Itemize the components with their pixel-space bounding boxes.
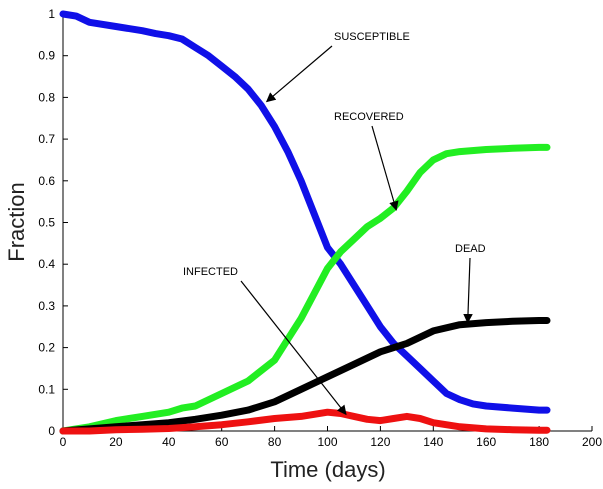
x-tick-label: 120 [370,435,390,449]
x-tick-label: 160 [476,435,496,449]
y-tick-label: 0.5 [38,216,55,230]
x-tick-label: 0 [60,435,67,449]
series-line-susceptible [59,10,551,414]
annotation-label-recovered: RECOVERED [334,111,404,123]
y-axis-title: Fraction [4,182,29,261]
y-tick-label: 0.1 [38,382,55,396]
annotation-label-dead: DEAD [455,243,486,255]
y-tick-label: 0.4 [38,257,55,271]
y-tick-label: 0.8 [38,90,55,104]
annotation-arrow-recovered [371,125,399,211]
x-tick-label: 20 [109,435,123,449]
x-tick-label: 100 [317,435,337,449]
y-tick-label: 0.3 [38,299,55,313]
x-tick-label: 40 [162,435,176,449]
y-tick-label: 0.2 [38,341,55,355]
y-tick-label: 0 [48,424,55,438]
annotation-label-susceptible: SUSCEPTIBLE [334,31,410,43]
plot-frame [62,14,592,432]
annotation-arrow-susceptible [265,45,333,103]
series-line-recovered [59,143,551,435]
x-tick-label: 200 [582,435,602,449]
y-tick-label: 0.6 [38,174,55,188]
y-tick-label: 0.7 [38,132,55,146]
annotation-layer: SUSCEPTIBLE RECOVERED DEAD INFECTED [183,31,486,416]
x-tick-label: 80 [268,435,282,449]
series-layer [59,10,551,435]
x-tick-label: 180 [529,435,549,449]
y-tick-label: 0.9 [38,49,55,63]
annotation-arrow-infected [240,280,347,416]
x-tick-label: 60 [215,435,229,449]
x-tick-label: 140 [423,435,443,449]
series-line-dead [59,317,551,435]
annotation-label-infected: INFECTED [183,266,238,278]
y-axis-ticks: 0 0.1 0.2 0.3 0.4 0.5 0.6 0.7 0.8 0.9 1 [38,7,68,438]
y-tick-label: 1 [48,7,55,21]
x-axis-title: Time (days) [270,457,385,482]
annotation-arrow-dead [463,257,473,324]
